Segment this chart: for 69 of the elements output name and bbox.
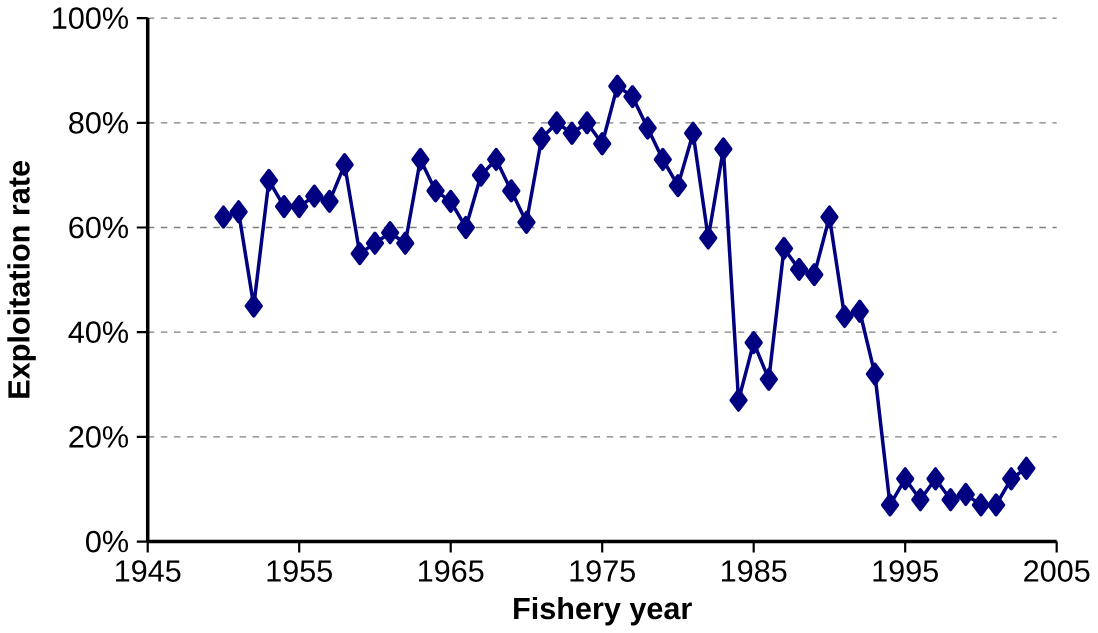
- point: [683, 121, 703, 146]
- point: [214, 205, 233, 229]
- point: [290, 195, 309, 219]
- point: [365, 231, 385, 255]
- point: [896, 467, 915, 491]
- point: [608, 74, 627, 98]
- point: [547, 111, 566, 135]
- point: [653, 148, 672, 172]
- point: [593, 132, 612, 156]
- point: [759, 367, 778, 392]
- point: [865, 362, 885, 386]
- y-tick-label: 100%: [53, 7, 128, 30]
- point: [274, 195, 294, 219]
- point: [380, 221, 400, 245]
- point: [835, 305, 854, 329]
- point: [956, 483, 975, 507]
- x-tick-label: 1995: [873, 560, 938, 583]
- x-tick-label: 1975: [570, 560, 635, 583]
- point: [411, 148, 430, 172]
- point: [441, 189, 460, 214]
- point: [244, 294, 263, 318]
- x-tick-label: 1965: [419, 560, 484, 583]
- point: [396, 231, 415, 255]
- point: [305, 184, 324, 208]
- point: [320, 189, 339, 214]
- x-tick-label: 2005: [1024, 560, 1090, 583]
- x-tick-label: 1955: [267, 560, 332, 583]
- point: [1017, 456, 1036, 481]
- point: [229, 200, 248, 224]
- point: [562, 121, 582, 146]
- point: [532, 127, 551, 151]
- point: [335, 153, 354, 177]
- point: [744, 331, 763, 355]
- point: [911, 488, 930, 512]
- point: [941, 488, 960, 512]
- point: [986, 493, 1006, 517]
- y-tick-label: 60%: [69, 216, 128, 239]
- point: [456, 216, 475, 240]
- x-tick-label: 1985: [721, 560, 787, 583]
- point: [805, 263, 824, 287]
- point: [471, 163, 491, 187]
- point: [638, 116, 657, 140]
- point: [502, 179, 521, 203]
- point: [350, 242, 369, 266]
- point: [774, 237, 794, 261]
- y-axis-title: Exploitation rate: [7, 161, 36, 398]
- point: [971, 493, 991, 517]
- point: [259, 168, 279, 193]
- y-tick-label: 80%: [69, 112, 128, 134]
- point: [820, 205, 839, 229]
- y-tick-label: 20%: [69, 426, 128, 448]
- point: [699, 226, 718, 250]
- y-tick-label: 40%: [68, 321, 128, 344]
- point: [623, 85, 642, 109]
- point: [880, 493, 900, 517]
- x-tick-label: 1945: [116, 560, 181, 583]
- point: [517, 210, 536, 234]
- point: [790, 257, 809, 282]
- point: [577, 111, 597, 135]
- point: [1002, 467, 1021, 491]
- point: [714, 137, 733, 161]
- point: [426, 179, 445, 203]
- y-tick-label: 0%: [86, 530, 128, 553]
- point: [487, 148, 506, 172]
- point: [926, 467, 945, 491]
- x-axis-title: Fishery year: [514, 597, 692, 626]
- point: [850, 299, 869, 323]
- point: [668, 174, 688, 198]
- point: [729, 388, 748, 412]
